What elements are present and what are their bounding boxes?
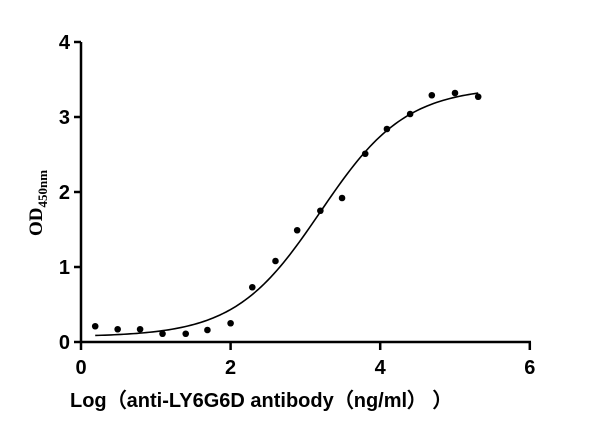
data-point bbox=[317, 207, 324, 215]
data-point bbox=[338, 194, 346, 202]
data-point bbox=[406, 110, 414, 118]
x-tick-label: 6 bbox=[524, 357, 535, 379]
data-point bbox=[136, 325, 144, 333]
y-tick-label: 1 bbox=[59, 257, 70, 279]
data-points bbox=[91, 89, 482, 338]
fitted-curve bbox=[95, 92, 479, 337]
y-tick-label: 3 bbox=[59, 107, 70, 129]
y-tick-label: 2 bbox=[59, 182, 70, 204]
data-point bbox=[114, 325, 121, 333]
data-point bbox=[182, 330, 190, 338]
data-point bbox=[361, 150, 369, 158]
data-point bbox=[204, 326, 211, 334]
y-axis-label: OD450nm bbox=[26, 170, 50, 236]
data-point bbox=[272, 257, 279, 265]
data-point bbox=[383, 125, 391, 133]
data-point bbox=[91, 322, 99, 330]
data-point bbox=[474, 93, 482, 101]
x-ticks: 0 2 4 6 bbox=[75, 342, 535, 379]
data-point bbox=[293, 226, 301, 234]
x-tick-label: 4 bbox=[375, 357, 387, 379]
data-point bbox=[428, 91, 436, 99]
y-ticks: 0 1 2 3 4 bbox=[59, 32, 81, 354]
y-tick-label: 0 bbox=[59, 332, 70, 354]
x-tick-label: 0 bbox=[75, 357, 86, 379]
y-tick-label: 4 bbox=[59, 32, 71, 54]
x-tick-label: 2 bbox=[225, 357, 236, 379]
data-point bbox=[451, 89, 459, 97]
axes: 0 1 2 3 4 0 2 4 6 bbox=[59, 32, 535, 379]
data-point bbox=[159, 330, 166, 338]
x-axis-label: Log（anti-LY6G6D antibody（ng/ml） ） bbox=[70, 389, 453, 412]
data-point bbox=[248, 283, 256, 291]
data-point bbox=[227, 319, 234, 327]
